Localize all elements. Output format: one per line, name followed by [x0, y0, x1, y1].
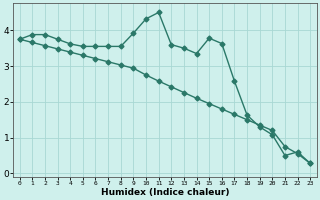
X-axis label: Humidex (Indice chaleur): Humidex (Indice chaleur)	[101, 188, 229, 197]
